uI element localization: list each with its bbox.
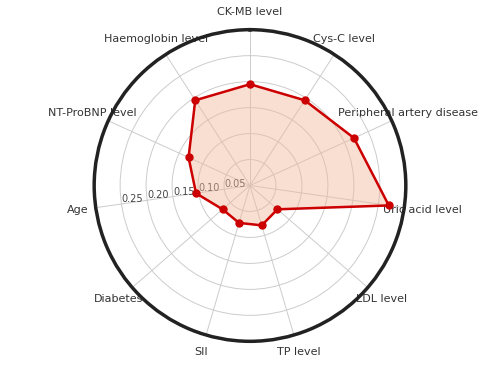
Polygon shape <box>188 84 389 225</box>
Point <box>258 222 266 228</box>
Point <box>218 206 226 212</box>
Point <box>192 190 200 196</box>
Point <box>184 154 192 160</box>
Point <box>246 81 254 87</box>
Point <box>274 206 281 212</box>
Point <box>191 97 199 103</box>
Point <box>350 135 358 141</box>
Point <box>385 203 393 209</box>
Point <box>301 97 309 103</box>
Point <box>235 220 243 226</box>
